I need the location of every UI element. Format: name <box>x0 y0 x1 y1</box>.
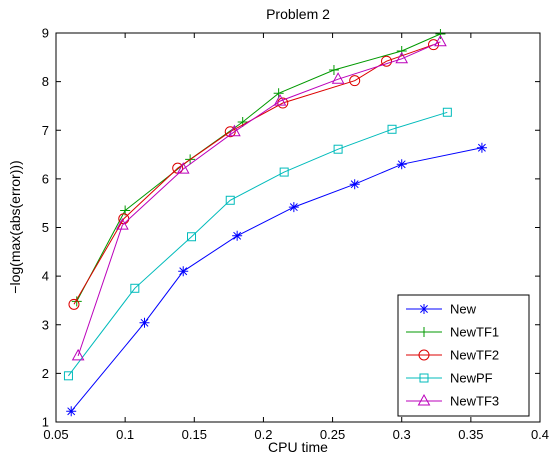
y-tick-label: 7 <box>42 123 49 138</box>
y-tick-label: 8 <box>42 74 49 89</box>
series-newtf1 <box>71 28 446 307</box>
square-marker <box>130 283 140 293</box>
asterisk-marker <box>66 406 77 417</box>
asterisk-marker <box>396 159 407 170</box>
series-newpf <box>63 107 452 381</box>
square-marker <box>279 167 289 177</box>
y-tick-label: 4 <box>42 269 49 284</box>
series-line <box>77 41 441 357</box>
y-tick-label: 5 <box>42 220 49 235</box>
series-layer <box>63 28 487 417</box>
triangle-marker <box>434 34 447 47</box>
plus-marker <box>328 64 339 75</box>
x-axis-title: CPU time <box>268 439 328 455</box>
asterisk-marker <box>476 142 487 153</box>
square-marker <box>187 232 197 242</box>
x-tick-label: 0.3 <box>393 427 411 442</box>
chart-title: Problem 2 <box>266 6 330 22</box>
axis-ticks: 0.05 0.1 0.15 0.2 0.25 0.3 0.35 0.4 1 2 3 4 5 6 7 8 9 <box>42 26 549 443</box>
legend-label: NewTF3 <box>450 394 499 409</box>
asterisk-marker <box>288 202 299 213</box>
legend-item: NewPF <box>406 371 493 386</box>
series-newtf2 <box>68 39 440 310</box>
y-tick-label: 2 <box>42 366 49 381</box>
square-marker <box>63 371 73 381</box>
legend-label: NewTF2 <box>450 348 499 363</box>
plus-marker <box>435 28 446 39</box>
circle-marker <box>68 298 80 310</box>
circle-marker <box>418 349 430 361</box>
legend: New NewTF1 NewTF2 NewPF NewTF3 <box>397 294 530 417</box>
x-tick-label: 0.1 <box>116 427 134 442</box>
series-line <box>76 33 441 302</box>
y-tick-label: 1 <box>42 415 49 430</box>
legend-item: New <box>406 302 477 317</box>
circle-marker <box>349 75 361 87</box>
square-marker <box>387 124 397 134</box>
x-tick-label: 0.25 <box>320 427 345 442</box>
legend-item: NewTF1 <box>406 325 499 340</box>
x-tick-label: 0.15 <box>182 427 207 442</box>
legend-label: New <box>450 302 477 317</box>
x-tick-label: 0.35 <box>458 427 483 442</box>
asterisk-marker <box>139 317 150 328</box>
triangle-marker <box>417 393 431 406</box>
x-tick-label: 0.05 <box>43 427 68 442</box>
y-axis-title: −log(max(abs(error))) <box>7 160 23 293</box>
triangle-marker <box>71 348 85 361</box>
asterisk-marker <box>349 179 360 190</box>
x-tick-label: 0.4 <box>531 427 549 442</box>
series-line <box>73 44 434 305</box>
legend-item: NewTF2 <box>406 348 499 363</box>
series-new <box>66 142 487 417</box>
plus-marker <box>419 327 429 337</box>
triangle-marker <box>176 162 190 174</box>
y-tick-label: 9 <box>42 26 49 41</box>
asterisk-marker <box>178 266 189 277</box>
asterisk-marker <box>419 304 429 314</box>
legend-label: NewTF1 <box>450 325 499 340</box>
legend-label: NewPF <box>450 371 493 386</box>
triangle-marker <box>273 94 287 106</box>
plus-marker <box>396 45 407 56</box>
square-marker <box>442 107 452 117</box>
legend-item: NewTF3 <box>406 394 499 409</box>
triangle-marker <box>228 124 241 137</box>
square-marker <box>333 144 343 154</box>
asterisk-marker <box>232 230 243 241</box>
circle-marker <box>381 55 393 67</box>
plus-marker <box>237 116 248 127</box>
plus-marker <box>71 296 82 307</box>
square-marker <box>419 373 429 383</box>
y-tick-label: 3 <box>42 317 49 332</box>
series-line <box>70 147 483 412</box>
series-newtf3 <box>71 34 447 361</box>
x-tick-label: 0.2 <box>254 427 272 442</box>
triangle-marker <box>395 51 409 64</box>
square-marker <box>225 195 235 205</box>
triangle-marker <box>116 218 129 230</box>
triangle-marker <box>331 72 345 84</box>
y-tick-label: 6 <box>42 171 49 186</box>
circle-marker <box>428 39 440 51</box>
series-line <box>68 111 448 377</box>
